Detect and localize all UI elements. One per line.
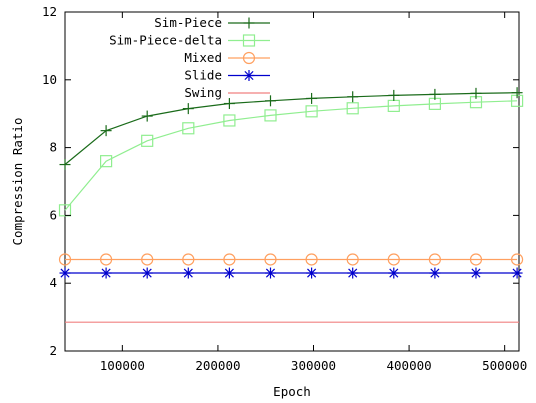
data-point (264, 109, 277, 122)
marker-part (471, 268, 481, 278)
data-point (388, 267, 400, 279)
data-point (182, 103, 194, 115)
x-tick-label: 500000 (482, 358, 527, 373)
data-point (264, 267, 276, 279)
data-point (305, 253, 318, 266)
data-point (100, 125, 112, 137)
y-tick-label: 2 (49, 343, 57, 358)
x-tick-label: 300000 (291, 358, 336, 373)
marker-part (183, 268, 193, 278)
x-tick-label: 100000 (100, 358, 145, 373)
data-point (264, 95, 276, 107)
legend-entry: Slide (184, 68, 270, 83)
data-point (511, 87, 523, 99)
marker-part (244, 70, 254, 81)
marker-part (430, 268, 440, 278)
marker-part (512, 268, 522, 278)
data-point (141, 267, 153, 279)
data-point (141, 110, 153, 122)
y-tick-label: 12 (42, 4, 57, 19)
legend-label: Swing (184, 85, 222, 100)
data-point (387, 253, 400, 266)
legend-marker (243, 70, 255, 81)
x-tick-label: 400000 (387, 358, 432, 373)
data-point (429, 267, 441, 279)
series-group (58, 87, 524, 323)
data-point (510, 253, 524, 266)
marker-part (142, 268, 152, 278)
data-point (511, 267, 523, 279)
marker-part (224, 268, 234, 278)
data-point (306, 267, 318, 279)
data-point (59, 159, 71, 171)
data-point (470, 87, 482, 99)
series-slide (59, 267, 523, 279)
marker-part (307, 268, 317, 278)
marker-part (348, 268, 358, 278)
data-point (428, 253, 441, 266)
data-point (470, 267, 482, 279)
data-point (223, 253, 236, 266)
data-point (347, 267, 359, 279)
data-point (305, 105, 318, 118)
legend-marker (242, 34, 256, 47)
data-point (306, 92, 318, 104)
legend-entry: Sim-Piece (154, 15, 270, 30)
legend-entry: Sim-Piece-delta (109, 33, 270, 48)
data-point (223, 98, 235, 110)
legend-label: Mixed (184, 50, 222, 65)
data-point (59, 267, 71, 279)
x-axis-label: Epoch (273, 384, 311, 399)
data-point (182, 122, 195, 135)
data-point (58, 253, 72, 266)
legend-label: Slide (184, 68, 222, 83)
series-line (64, 92, 518, 165)
legend-marker (243, 17, 255, 29)
data-point (264, 253, 277, 266)
legend: Sim-Piece Sim-Piece-delta Mixed Slide Swing (109, 15, 270, 100)
series-line (64, 100, 518, 211)
data-point (346, 253, 359, 266)
y-tick-label: 10 (42, 72, 57, 87)
marker-part (101, 268, 111, 278)
axes: 2 4 6 8 10 12 100000 200000 300000 400000 500000 Ep… (10, 4, 527, 399)
x-tick-label: 200000 (195, 358, 240, 373)
y-tick-label: 8 (49, 140, 57, 155)
legend-entry: Swing (184, 85, 270, 100)
data-point (182, 253, 195, 266)
plot-area (64, 11, 520, 352)
data-point (141, 253, 154, 266)
legend-marker (242, 51, 256, 65)
marker-part (60, 268, 70, 278)
data-point (347, 91, 359, 103)
series-sim-piece-delta (58, 94, 524, 217)
marker-part (389, 268, 399, 278)
data-point (469, 253, 483, 266)
data-point (388, 89, 400, 101)
y-tick-label: 6 (49, 207, 57, 222)
data-point (182, 267, 194, 279)
plot-frame (64, 11, 520, 352)
legend-label: Sim-Piece-delta (109, 33, 222, 48)
data-point (346, 102, 359, 115)
legend-entry: Mixed (184, 50, 270, 65)
marker-part (265, 268, 276, 278)
data-point (223, 267, 235, 279)
series-sim-piece (59, 87, 523, 171)
data-point (141, 134, 154, 147)
y-axis-label: Compression Ratio (10, 118, 25, 246)
y-tick-label: 4 (49, 275, 57, 290)
series-mixed (58, 253, 524, 266)
legend-label: Sim-Piece (154, 15, 222, 30)
data-point (99, 155, 113, 168)
data-point (100, 267, 112, 279)
data-point (99, 253, 113, 266)
data-point (223, 114, 236, 127)
data-point (429, 88, 441, 100)
